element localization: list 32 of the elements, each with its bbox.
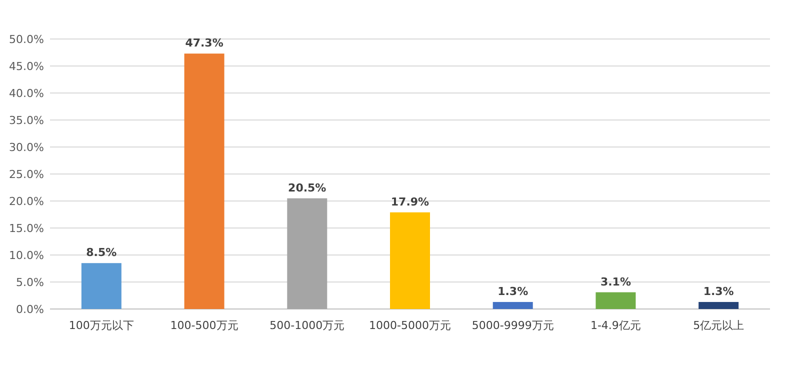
bar xyxy=(287,198,328,309)
bar xyxy=(390,212,430,309)
data-label: 1.3% xyxy=(498,284,528,298)
x-tick-label: 1000-5000万元 xyxy=(369,319,451,332)
bar xyxy=(184,54,224,309)
data-label: 17.9% xyxy=(390,195,430,208)
data-label: 20.5% xyxy=(288,181,326,194)
data-label: 3.1% xyxy=(600,275,631,288)
x-tick-label: 100-500万元 xyxy=(170,319,238,332)
bar xyxy=(81,263,122,309)
bar xyxy=(596,292,636,309)
bar xyxy=(698,302,739,309)
y-tick-label: 30.0% xyxy=(9,141,44,154)
y-tick-label: 20.0% xyxy=(9,195,44,208)
y-tick-label: 0.0% xyxy=(16,303,44,316)
data-label: 47.3% xyxy=(185,36,224,50)
y-tick-label: 10.0% xyxy=(9,249,44,262)
x-tick-label: 1-4.9亿元 xyxy=(590,319,641,332)
y-tick-label: 50.0% xyxy=(9,33,44,46)
y-tick-label: 25.0% xyxy=(9,168,44,181)
x-tick-label: 100万元以下 xyxy=(68,319,134,332)
bar xyxy=(492,302,533,309)
y-tick-label: 15.0% xyxy=(9,222,44,235)
y-tick-label: 35.0% xyxy=(9,114,44,127)
x-tick-label: 5000-9999万元 xyxy=(472,319,554,332)
y-tick-label: 40.0% xyxy=(9,87,44,100)
data-label: 8.5% xyxy=(86,246,117,260)
x-tick-label: 500-1000万元 xyxy=(270,319,345,332)
y-tick-label: 45.0% xyxy=(9,60,44,73)
y-tick-label: 5.0% xyxy=(16,276,44,289)
data-label: 1.3% xyxy=(703,284,734,298)
x-tick-label: 5亿元以上 xyxy=(693,319,744,332)
